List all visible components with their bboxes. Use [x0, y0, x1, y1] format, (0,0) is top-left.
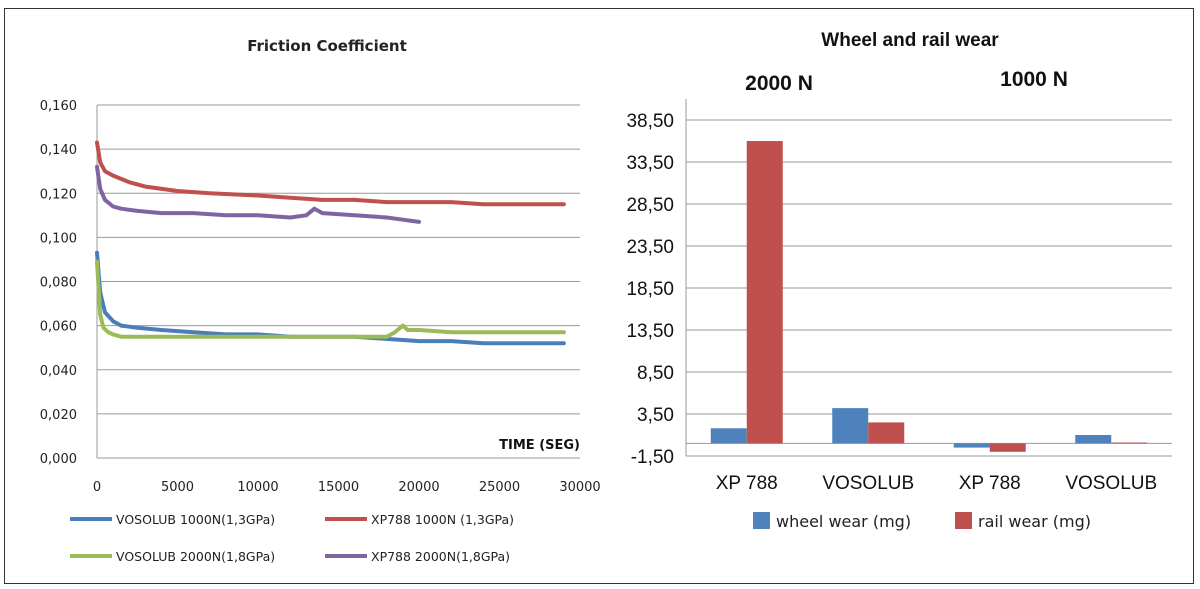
wear-legend-label: wheel wear (mg) — [776, 512, 911, 531]
wear-legend-swatch — [753, 512, 770, 529]
friction-series-line-2 — [95, 140, 566, 207]
wear-bar-wheel — [953, 443, 990, 448]
wear-chart-title: Wheel and rail wear — [821, 30, 999, 51]
wear-bar-wheel — [832, 408, 869, 444]
friction-legend-label: VOSOLUB 1000N(1,3GPa) — [116, 512, 275, 527]
wear-y-tick-label: 33,50 — [626, 153, 674, 174]
wear-bar-wheel — [710, 428, 747, 444]
friction-x-tick-label: 15000 — [318, 480, 359, 495]
friction-series-line-4 — [95, 164, 421, 224]
friction-gridlines — [96, 104, 580, 459]
friction-series — [95, 140, 566, 346]
wear-legend-label: rail wear (mg) — [978, 512, 1091, 531]
wear-x-tick-label: VOSOLUB — [1065, 473, 1157, 494]
wear-x-ticks: XP 788 VOSOLUB XP 788 VOSOLUB — [716, 473, 1157, 494]
wear-bar-rail — [746, 141, 783, 444]
wear-x-tick-label: VOSOLUB — [822, 473, 914, 494]
friction-x-tick-label: 0 — [93, 480, 101, 495]
wear-group-label-1000n: 1000 N — [1000, 68, 1068, 91]
friction-x-tick-label: 20000 — [398, 480, 439, 495]
wear-legend: wheel wear (mg) rail wear (mg) — [753, 512, 1091, 531]
wear-x-tick-label: XP 788 — [959, 473, 1021, 494]
figure-frame — [4, 8, 1194, 584]
wear-y-tick-label: 38,50 — [626, 111, 674, 132]
friction-series-line-3 — [95, 259, 566, 339]
wear-y-tick-label: 18,50 — [626, 279, 674, 300]
wear-y-tick-label: 8,50 — [637, 363, 674, 384]
friction-y-tick-label: 0,140 — [40, 143, 77, 158]
friction-y-tick-label: 0,080 — [40, 276, 77, 291]
friction-y-tick-label: 0,100 — [40, 231, 77, 246]
wear-bars — [710, 141, 1148, 452]
wear-y-tick-label: 3,50 — [637, 405, 674, 426]
wear-legend-swatch — [955, 512, 972, 529]
wear-y-tick-label: 23,50 — [626, 237, 674, 258]
wear-bar-wheel — [1075, 435, 1112, 444]
friction-legend: VOSOLUB 1000N(1,3GPa) XP788 1000N (1,3GPa… — [70, 512, 514, 564]
friction-x-tick-label: 25000 — [479, 480, 520, 495]
friction-chart: Friction Coefficient 0,000 0,020 0,040 0,06… — [40, 37, 601, 564]
friction-y-tick-label: 0,160 — [40, 99, 77, 114]
friction-y-tick-label: 0,040 — [40, 364, 77, 379]
wear-chart: Wheel and rail wear 2000 N 1000 N -1,50 3… — [626, 30, 1172, 531]
friction-y-tick-label: 0,060 — [40, 320, 77, 335]
friction-x-tick-label: 30000 — [559, 480, 600, 495]
wear-y-tick-label: 28,50 — [626, 195, 674, 216]
friction-y-tick-label: 0,120 — [40, 187, 77, 202]
friction-x-ticks: 0 5000 10000 15000 20000 25000 30000 — [93, 480, 601, 495]
wear-bar-rail — [1111, 442, 1148, 444]
wear-bar-rail — [989, 443, 1026, 452]
wear-y-tick-label: 13,50 — [626, 321, 674, 342]
friction-series-line-1 — [95, 250, 566, 346]
wear-x-tick-label: XP 788 — [716, 473, 778, 494]
friction-x-tick-label: 5000 — [161, 480, 194, 495]
friction-y-tick-label: 0,020 — [40, 408, 77, 423]
friction-y-ticks: 0,000 0,020 0,040 0,060 0,080 0,100 0,120 0,140… — [40, 99, 77, 467]
friction-chart-title: Friction Coefficient — [247, 37, 407, 55]
friction-x-tick-label: 10000 — [237, 480, 278, 495]
friction-y-tick-label: 0,000 — [40, 452, 77, 467]
friction-legend-label: VOSOLUB 2000N(1,8GPa) — [116, 549, 275, 564]
wear-bar-rail — [868, 422, 905, 444]
wear-y-tick-label: -1,50 — [631, 447, 674, 468]
wear-group-label-2000n: 2000 N — [745, 72, 813, 95]
friction-legend-label: XP788 1000N (1,3GPa) — [371, 512, 514, 527]
wear-y-ticks: -1,50 3,50 8,50 13,50 18,50 23,50 28,50 33,50 38… — [626, 111, 674, 468]
friction-x-axis-label: TIME (SEG) — [499, 438, 580, 453]
friction-legend-label: XP788 2000N(1,8GPa) — [371, 549, 510, 564]
